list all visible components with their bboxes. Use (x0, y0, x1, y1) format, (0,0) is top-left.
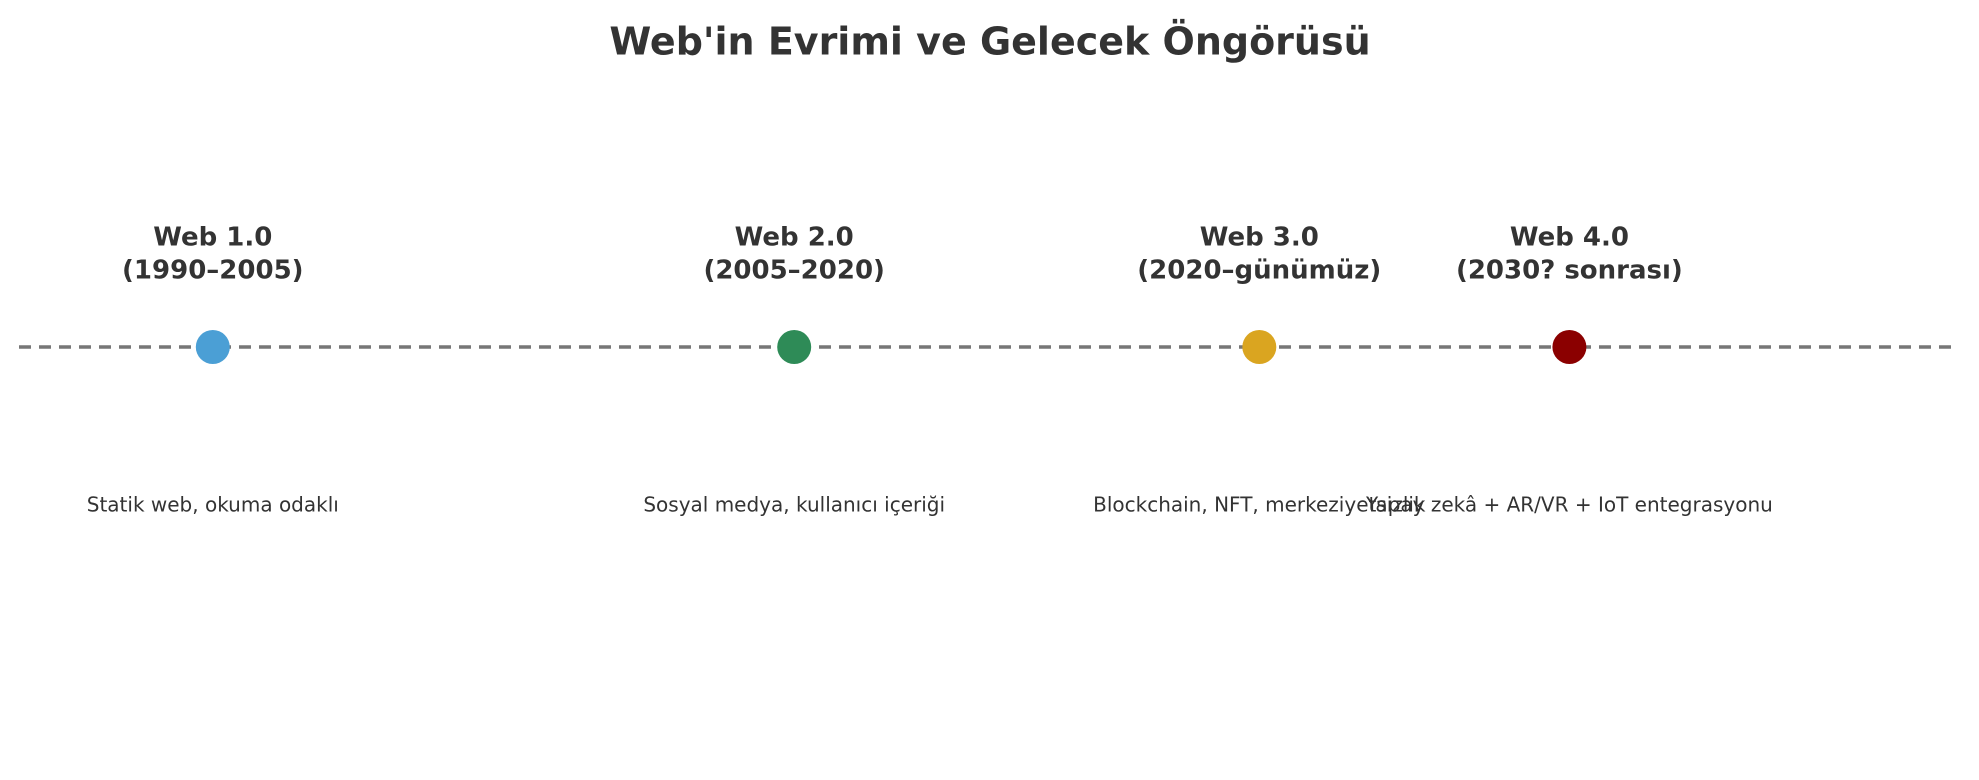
era-point (777, 330, 812, 364)
era-label: Web 1.0 (153, 223, 272, 253)
era-description: Blockchain, NFT, merkeziyetsizlik (1093, 493, 1426, 517)
era-label: Web 2.0 (735, 223, 854, 253)
era-point (195, 330, 230, 364)
era-description: Sosyal medya, kullanıcı içeriği (643, 493, 945, 517)
era-period: (2030? sonrası) (1456, 256, 1683, 286)
era-point (1552, 330, 1587, 364)
era-description: Statik web, okuma odaklı (87, 493, 339, 517)
era-period: (2020–günümüz) (1137, 256, 1381, 286)
era-label: Web 3.0 (1200, 223, 1319, 253)
era-label: Web 4.0 (1510, 223, 1629, 253)
chart-title: Web'in Evrimi ve Gelecek Öngörüsü (609, 20, 1370, 64)
era-period: (2005–2020) (703, 256, 885, 286)
era-period: (1990–2005) (122, 256, 304, 286)
era-description: Yapay zekâ + AR/VR + IoT entegrasyonu (1365, 493, 1773, 517)
era-point (1242, 330, 1277, 364)
